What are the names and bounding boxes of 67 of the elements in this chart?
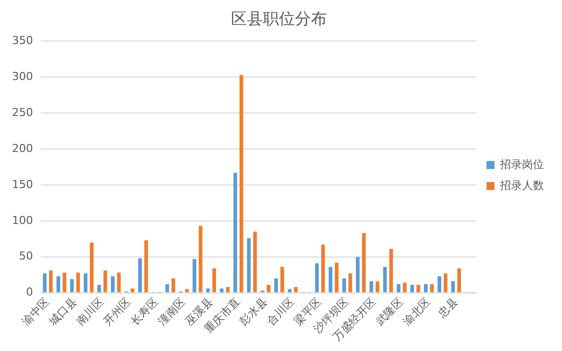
x-tick-label: 忠县 (434, 295, 460, 321)
bar (117, 272, 121, 292)
bar (416, 284, 420, 292)
bar (389, 248, 393, 292)
bar (138, 258, 142, 292)
bar (62, 272, 66, 292)
y-tick-label: 200 (12, 142, 33, 155)
bar (185, 289, 189, 292)
bar (130, 288, 134, 292)
bar (247, 238, 251, 292)
y-tick-label: 350 (12, 34, 33, 48)
bar (192, 258, 196, 292)
chart-title: 区县职位分布 (231, 8, 327, 28)
bar (172, 278, 176, 292)
bar (294, 287, 298, 292)
bar (362, 233, 366, 292)
bar (274, 278, 278, 292)
y-tick-label: 100 (12, 214, 33, 227)
bar (226, 287, 230, 292)
bar (348, 273, 352, 292)
bar (233, 172, 238, 292)
bar (70, 279, 74, 292)
bar (315, 263, 319, 292)
bar (76, 272, 80, 292)
bar (457, 268, 461, 292)
y-tick-label: 250 (12, 106, 33, 119)
bar (396, 284, 400, 292)
bar (97, 284, 102, 292)
bar (438, 276, 442, 292)
legend-label: 招录岗位 (499, 158, 544, 171)
bar (288, 289, 292, 292)
bar (383, 266, 387, 292)
bar (266, 284, 270, 292)
y-tick-label: 150 (12, 178, 33, 191)
bar (402, 282, 407, 292)
bar (220, 288, 224, 292)
bar (144, 240, 148, 292)
bar (42, 273, 47, 292)
bar (328, 266, 332, 292)
bar (424, 284, 428, 292)
bar (84, 273, 88, 292)
bar (370, 281, 374, 292)
bar (376, 281, 380, 292)
bar (49, 270, 53, 292)
bar (451, 281, 455, 292)
bar (444, 273, 448, 292)
bar (342, 278, 346, 292)
bar (165, 284, 170, 292)
y-tick-label: 0 (26, 286, 33, 299)
bar (280, 266, 284, 292)
bar (430, 284, 434, 292)
bar (321, 244, 325, 292)
bar (356, 256, 360, 292)
bar (334, 262, 338, 292)
bar (103, 270, 108, 292)
bar (240, 74, 244, 292)
bar (110, 276, 115, 292)
legend-label: 招录人数 (499, 178, 544, 192)
bar (410, 284, 414, 292)
bar (253, 232, 257, 292)
y-tick-label: 300 (12, 70, 33, 83)
bar (198, 226, 202, 292)
bar (56, 276, 60, 292)
bar (206, 288, 210, 292)
y-tick-label: 50 (18, 250, 33, 263)
bar (212, 268, 216, 292)
bar (90, 242, 94, 292)
